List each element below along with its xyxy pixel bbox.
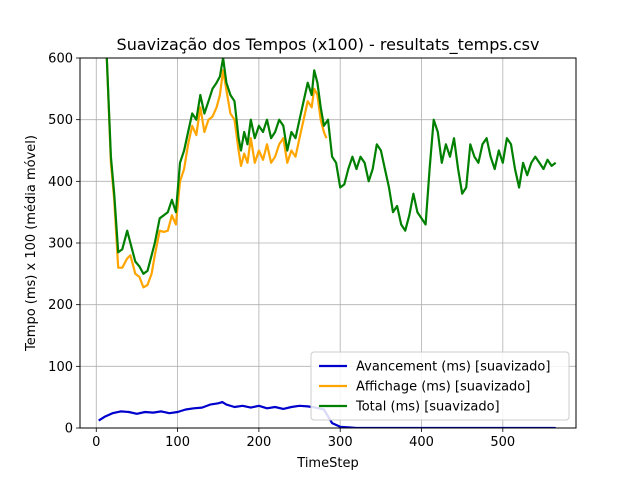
x-tick-label: 500 [490,435,515,450]
y-tick-label: 500 [48,113,73,128]
y-tick-label: 600 [48,52,73,67]
y-tick-label: 0 [65,422,73,437]
y-tick-label: 400 [48,175,73,190]
x-tick-label: 200 [246,435,271,450]
x-tick-label: 300 [328,435,353,450]
x-tick-label: 400 [409,435,434,450]
y-tick-label: 300 [48,237,73,252]
series-line-2 [105,58,328,289]
series-line-1 [98,401,556,428]
legend-box [310,351,570,421]
x-axis-label: TimeStep [296,456,358,471]
legend-label: Affichage (ms) [suavizado] [356,380,530,395]
legend-label: Avancement (ms) [suavizado] [356,360,550,375]
y-tick-label: 200 [48,298,73,313]
series-group [98,58,557,428]
y-tick-label: 100 [48,360,73,375]
x-tick-label: 0 [92,435,100,450]
ticks: 0 100 200 300 400 500 0 100 200 300 400 500 600 [48,52,515,451]
chart-title: Suavização dos Tempos (x100) - resultats… [117,35,540,55]
legend-label: Total (ms) [suavizado] [355,400,500,415]
x-tick-label: 100 [165,435,190,450]
legend: Avancement (ms) [suavizado] Affichage (ms… [310,351,570,421]
series-line-3 [105,58,557,275]
y-axis-label: Tempo (ms) x 100 (média móvel) [24,135,39,352]
